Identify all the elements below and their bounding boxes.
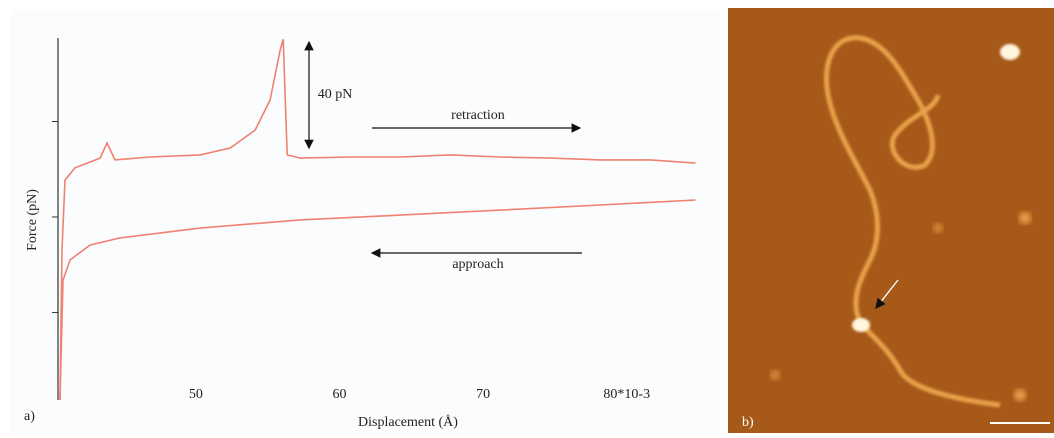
scale-label: 40 pN: [318, 87, 353, 102]
y-axis-label: Force (pN): [25, 189, 40, 251]
afm-image: b): [728, 8, 1054, 433]
panel-label: a): [24, 409, 35, 424]
x-tick-label: 70: [476, 387, 490, 402]
x-tick-label: 50: [189, 387, 203, 402]
annotation: approach: [452, 257, 503, 272]
curve: [59, 199, 696, 401]
x-tick-label: 80*10-3: [603, 387, 650, 402]
x-axis-label: Displacement (Å): [358, 414, 458, 430]
curve: [59, 39, 696, 401]
annotation: retraction: [451, 108, 505, 123]
panel-a-bg: [10, 10, 720, 433]
x-tick-label: 60: [333, 387, 347, 402]
panel-label: b): [742, 415, 754, 430]
